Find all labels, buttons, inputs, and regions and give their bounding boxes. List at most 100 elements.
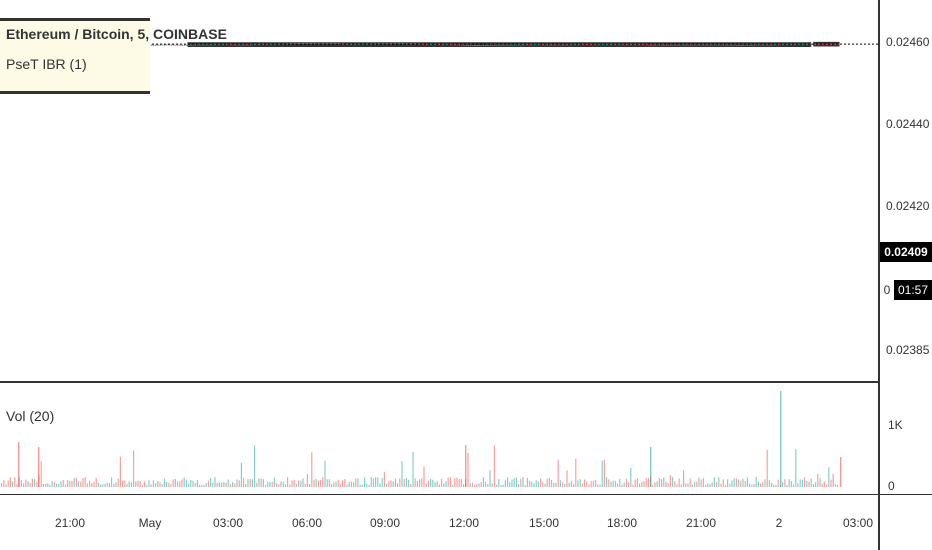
volume-bar bbox=[95, 477, 97, 487]
volume-bar bbox=[40, 461, 42, 487]
candle-body bbox=[474, 44, 476, 46]
volume-bar bbox=[423, 466, 425, 487]
volume-bar bbox=[245, 484, 247, 487]
volume-bar bbox=[84, 477, 86, 487]
volume-bar bbox=[64, 484, 66, 487]
volume-bar bbox=[707, 483, 709, 487]
candle-body bbox=[746, 44, 749, 46]
volume-bar bbox=[408, 479, 410, 487]
volume-bar bbox=[790, 481, 792, 487]
volume-bar bbox=[188, 483, 190, 487]
candle-body bbox=[161, 44, 164, 46]
candle-body bbox=[196, 44, 199, 46]
candle-body bbox=[768, 44, 771, 46]
chart-canvas[interactable] bbox=[0, 0, 878, 550]
volume-bar bbox=[100, 484, 102, 487]
candle-body bbox=[313, 43, 315, 45]
volume-bar bbox=[302, 478, 304, 487]
candle-body bbox=[782, 44, 784, 46]
candle-body bbox=[735, 44, 738, 46]
volume-bar bbox=[559, 480, 561, 487]
candle-body bbox=[150, 44, 153, 46]
volume-bar bbox=[93, 481, 95, 487]
candle-body bbox=[570, 44, 573, 46]
candle-body bbox=[225, 44, 227, 46]
volume-bar bbox=[322, 477, 324, 487]
volume-bar bbox=[124, 480, 126, 487]
volume-bar bbox=[599, 484, 601, 487]
volume-bar bbox=[227, 479, 229, 487]
volume-bar bbox=[313, 480, 315, 487]
volume-bar bbox=[416, 481, 418, 487]
candle-body bbox=[614, 44, 617, 46]
volume-bar bbox=[284, 484, 286, 487]
volume-bar bbox=[722, 479, 724, 487]
candle-body bbox=[672, 44, 674, 46]
candle-body bbox=[394, 43, 397, 45]
volume-bar bbox=[533, 483, 535, 487]
candle-body bbox=[722, 44, 725, 46]
candle-body bbox=[328, 43, 331, 45]
volume-bar bbox=[234, 483, 236, 487]
volume-bar bbox=[702, 478, 704, 487]
volume-bar bbox=[581, 483, 583, 487]
volume-bar bbox=[716, 481, 718, 487]
volume-bar bbox=[821, 483, 823, 487]
volume-bar bbox=[669, 474, 671, 487]
volume-indicator-label[interactable]: Vol (20) bbox=[6, 408, 55, 424]
volume-bar bbox=[3, 480, 5, 487]
volume-bar bbox=[793, 484, 795, 487]
candle-body bbox=[663, 44, 665, 46]
volume-bar bbox=[465, 445, 467, 487]
volume-bar bbox=[487, 484, 489, 487]
volume-bar bbox=[658, 478, 660, 487]
symbol-legend[interactable]: Ethereum / Bitcoin, 5, COINBASE PseT IBR… bbox=[0, 18, 227, 94]
volume-bar bbox=[390, 480, 392, 487]
candle-body bbox=[733, 44, 736, 46]
volume-bar bbox=[335, 481, 337, 487]
volume-bar bbox=[80, 481, 82, 487]
volume-bar bbox=[570, 480, 572, 487]
volume-bar bbox=[346, 484, 348, 487]
candle-body bbox=[729, 44, 731, 46]
candle-body bbox=[656, 44, 659, 46]
candle-body bbox=[691, 44, 694, 46]
volume-bar bbox=[254, 445, 256, 487]
current-price-badge: 0.02409 bbox=[880, 242, 932, 262]
indicator-label[interactable]: PseT IBR (1) bbox=[6, 56, 87, 72]
volume-bar bbox=[762, 481, 764, 487]
pane-separator[interactable] bbox=[0, 381, 878, 383]
volume-bar bbox=[834, 484, 836, 487]
volume-bar bbox=[546, 478, 548, 487]
volume-bar bbox=[471, 482, 473, 487]
volume-bar bbox=[315, 478, 317, 487]
candle-body bbox=[414, 43, 417, 45]
candle-body bbox=[357, 43, 359, 45]
candle-body bbox=[262, 43, 265, 45]
volume-bar bbox=[102, 484, 104, 487]
candle-body bbox=[749, 44, 751, 46]
candle-body bbox=[346, 43, 348, 45]
candle-body bbox=[205, 44, 208, 46]
volume-bar bbox=[359, 484, 361, 487]
candle-body bbox=[199, 44, 201, 46]
volume-bar bbox=[62, 479, 64, 487]
volume-bar bbox=[568, 482, 570, 487]
candle-body bbox=[700, 44, 703, 46]
volume-bar bbox=[372, 478, 374, 487]
candle-body bbox=[493, 44, 496, 46]
volume-bar bbox=[377, 477, 379, 487]
volume-bar bbox=[507, 477, 509, 487]
volume-bar bbox=[183, 477, 185, 487]
volume-bar bbox=[383, 472, 385, 487]
volume-bar bbox=[128, 481, 130, 487]
candle-body bbox=[190, 44, 192, 46]
volume-bar bbox=[276, 483, 278, 487]
volume-bar bbox=[801, 479, 803, 487]
volume-bar bbox=[819, 478, 821, 487]
volume-bar bbox=[287, 477, 289, 487]
candle-body bbox=[621, 44, 623, 46]
candle-body bbox=[177, 44, 179, 46]
volume-bar bbox=[810, 478, 812, 487]
candle-body bbox=[694, 44, 696, 46]
